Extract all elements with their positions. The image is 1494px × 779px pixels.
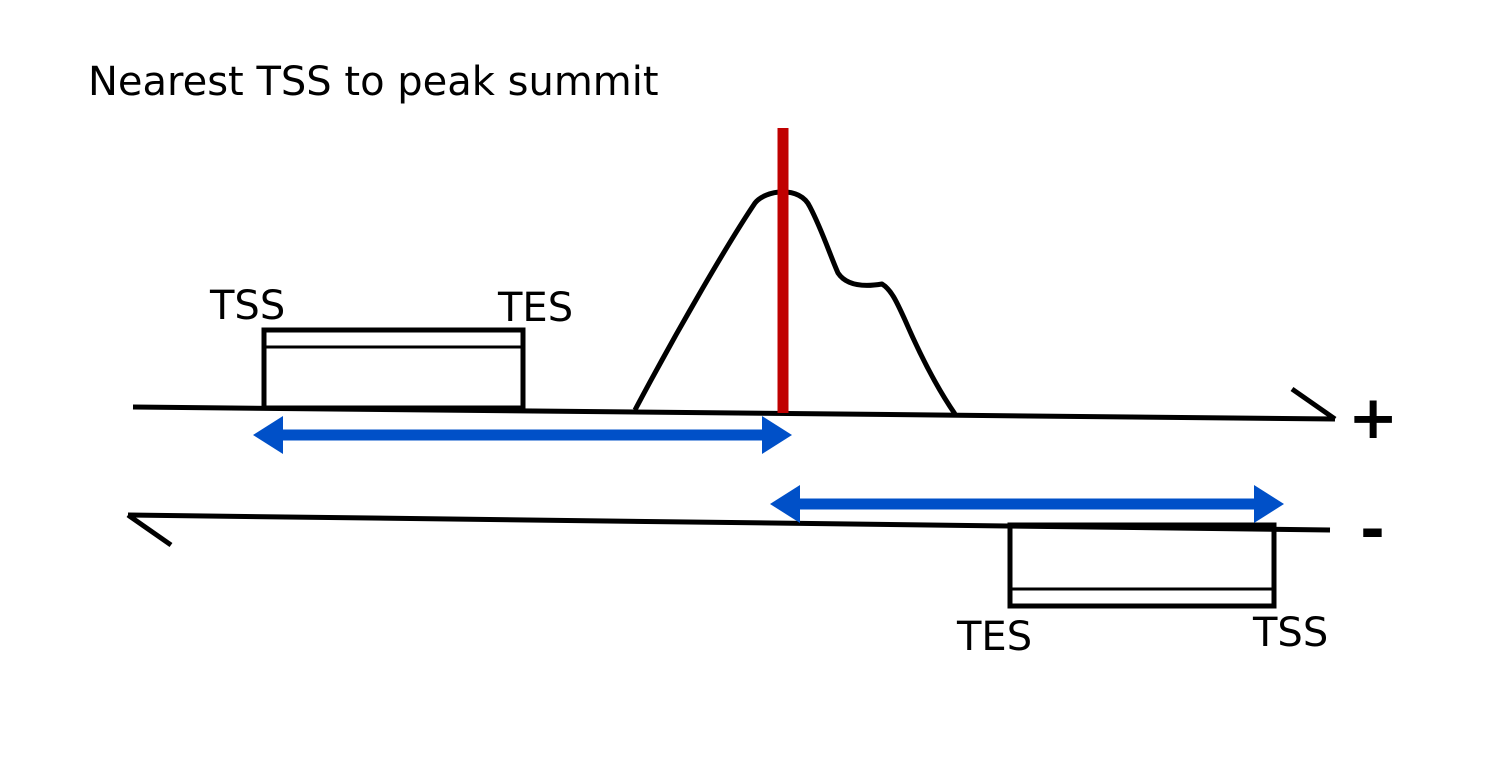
plus-tss-label: TSS [210, 283, 286, 329]
plus-strand [132, 386, 1337, 422]
minus-strand-arrowhead [126, 512, 173, 548]
plus-strand-arrowhead [1290, 386, 1337, 422]
peak-curve [632, 189, 958, 416]
minus-strand [126, 512, 1331, 548]
minus-distance-arrow [770, 485, 1284, 523]
minus-tss-label: TSS [1253, 610, 1329, 656]
minus-gene-box [1007, 522, 1277, 609]
minus-tes-label: TES [957, 614, 1033, 660]
plus-tes-label: TES [498, 285, 574, 331]
diagram-title: Nearest TSS to peak summit [88, 59, 659, 105]
plus-gene-box [261, 327, 526, 411]
plus-distance-arrow [253, 416, 792, 454]
plus-strand-symbol: + [1348, 383, 1399, 453]
minus-strand-symbol: - [1360, 495, 1385, 565]
